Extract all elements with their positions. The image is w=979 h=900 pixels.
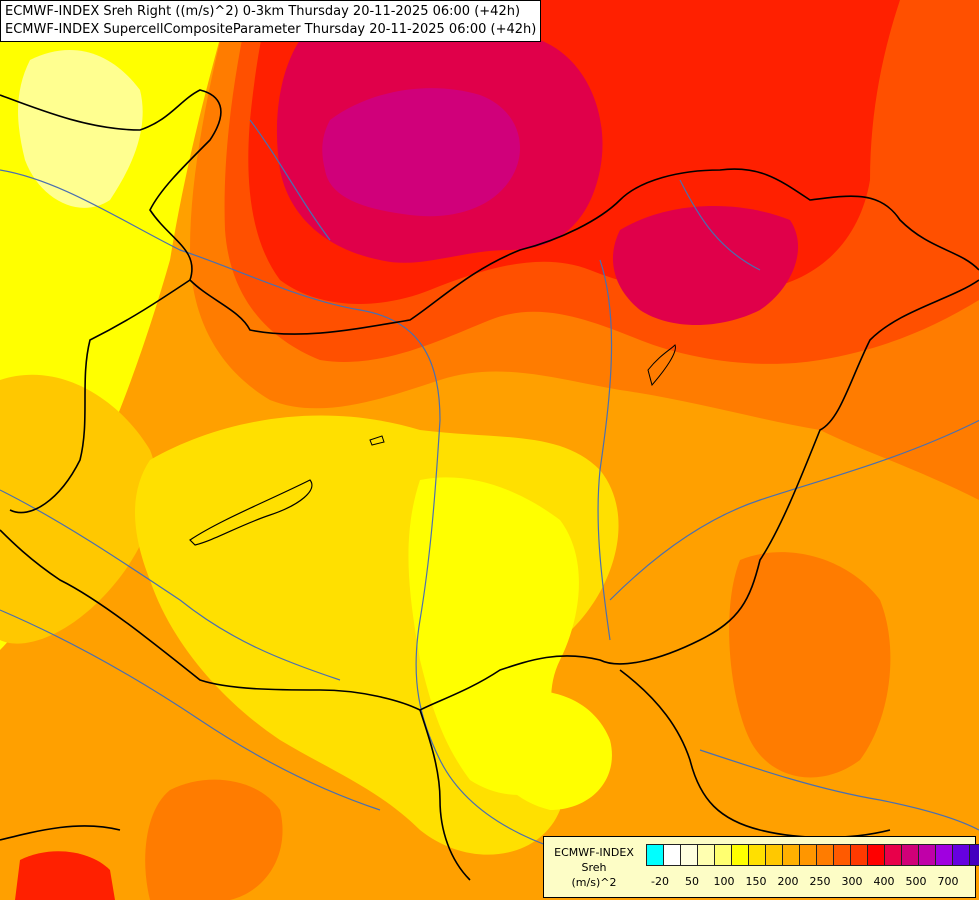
legend-swatch bbox=[765, 844, 783, 866]
legend-swatch bbox=[816, 844, 834, 866]
legend-tick-label: 300 bbox=[841, 875, 863, 888]
legend-variable: Sreh bbox=[581, 861, 607, 874]
legend-tick-label: 150 bbox=[745, 875, 767, 888]
legend-swatch bbox=[663, 844, 681, 866]
legend-swatch bbox=[646, 844, 664, 866]
legend-swatch bbox=[748, 844, 766, 866]
legend-swatch bbox=[969, 844, 979, 866]
contour-pale-yellow-northwest bbox=[18, 50, 143, 208]
color-legend: ECMWF-INDEX Sreh (m/s)^2 -20 50 100 150 200 2… bbox=[543, 836, 979, 898]
contour-magenta-core bbox=[322, 88, 520, 217]
contour-dark-orange-east bbox=[729, 552, 891, 778]
contour-light-orange-west bbox=[0, 374, 157, 644]
lake-small bbox=[369, 435, 385, 446]
legend-swatch bbox=[782, 844, 800, 866]
legend-swatch bbox=[680, 844, 698, 866]
legend-swatch bbox=[935, 844, 953, 866]
legend-tick-label: 700 bbox=[937, 875, 959, 888]
legend-swatch bbox=[901, 844, 919, 866]
legend-swatches bbox=[646, 844, 979, 866]
legend-tick-label: 500 bbox=[905, 875, 927, 888]
country-borders bbox=[0, 89, 979, 881]
map-title-line-2: ECMWF-INDEX SupercellCompositeParameter … bbox=[5, 22, 537, 37]
reservoir-east bbox=[647, 344, 676, 387]
contour-dark-orange-southwest bbox=[145, 779, 283, 900]
legend-swatch bbox=[731, 844, 749, 866]
legend-swatch bbox=[714, 844, 732, 866]
legend-ticks: -20 50 100 150 200 250 300 400 500 700 bbox=[646, 875, 966, 891]
legend-tick-label: 50 bbox=[685, 875, 699, 888]
legend-label: ECMWF-INDEX Sreh (m/s)^2 bbox=[548, 845, 640, 890]
contour-crimson-east bbox=[612, 206, 799, 325]
map-title-box: ECMWF-INDEX Sreh Right ((m/s)^2) 0-3km T… bbox=[0, 0, 542, 42]
lake-balaton bbox=[189, 479, 313, 546]
legend-tick-label: -20 bbox=[651, 875, 669, 888]
legend-tick-label: 200 bbox=[777, 875, 799, 888]
legend-swatch bbox=[884, 844, 902, 866]
contour-yellow-south bbox=[480, 690, 612, 810]
legend-swatch bbox=[799, 844, 817, 866]
legend-swatch bbox=[697, 844, 715, 866]
legend-unit: (m/s)^2 bbox=[571, 876, 617, 889]
legend-swatch bbox=[867, 844, 885, 866]
legend-title: ECMWF-INDEX bbox=[554, 846, 634, 859]
legend-swatch bbox=[918, 844, 936, 866]
legend-swatch bbox=[833, 844, 851, 866]
contour-red-southwest bbox=[15, 851, 115, 900]
legend-swatch bbox=[850, 844, 868, 866]
legend-tick-label: 250 bbox=[809, 875, 831, 888]
map-title-line-1: ECMWF-INDEX Sreh Right ((m/s)^2) 0-3km T… bbox=[5, 4, 521, 19]
legend-tick-label: 100 bbox=[713, 875, 735, 888]
rivers bbox=[0, 119, 979, 851]
legend-swatch bbox=[952, 844, 970, 866]
legend-tick-label: 400 bbox=[873, 875, 895, 888]
